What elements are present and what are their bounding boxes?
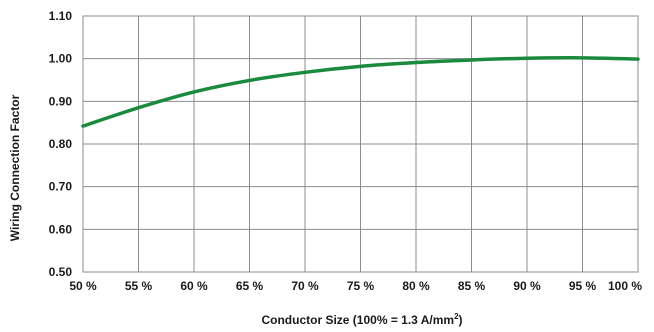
y-tick-label: 0.70 [49,180,73,194]
x-axis-ticks: 50 % 55 % 60 % 65 % 70 % 75 % 80 % 85 % 90 % 95 %… [69,279,642,293]
x-tick-label: 80 % [402,279,430,293]
x-tick-label: 55 % [125,279,153,293]
x-tick-label: 95 % [569,279,597,293]
grid [82,15,639,273]
y-tick-label: 1.00 [49,52,73,66]
y-tick-label: 1.10 [49,9,73,23]
plot-frame [82,15,639,273]
x-tick-label: 85 % [458,279,486,293]
x-tick-label: 60 % [180,279,208,293]
x-tick-label: 65 % [236,279,264,293]
y-tick-label: 0.60 [49,222,73,236]
x-tick-label: 75 % [347,279,375,293]
x-axis-title: Conductor Size (100% = 1.3 A/mm2) [261,312,462,327]
y-axis-ticks: 0.50 0.60 0.70 0.80 0.90 1.00 1.10 [49,9,73,279]
y-tick-label: 0.80 [49,137,73,151]
y-tick-label: 0.90 [49,94,73,108]
x-tick-label: 50 % [69,279,97,293]
series-line [81,56,640,128]
x-tick-label: 90 % [513,279,541,293]
x-tick-label: 100 % [608,279,642,293]
x-tick-label: 70 % [291,279,319,293]
series-layer [81,56,640,128]
y-tick-label: 0.50 [49,265,73,279]
y-axis-title: Wiring Connection Factor [8,94,22,241]
